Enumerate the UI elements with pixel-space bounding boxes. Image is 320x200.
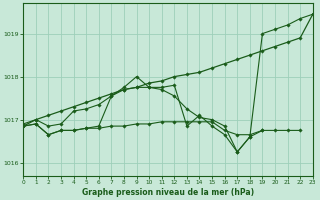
X-axis label: Graphe pression niveau de la mer (hPa): Graphe pression niveau de la mer (hPa) bbox=[82, 188, 254, 197]
